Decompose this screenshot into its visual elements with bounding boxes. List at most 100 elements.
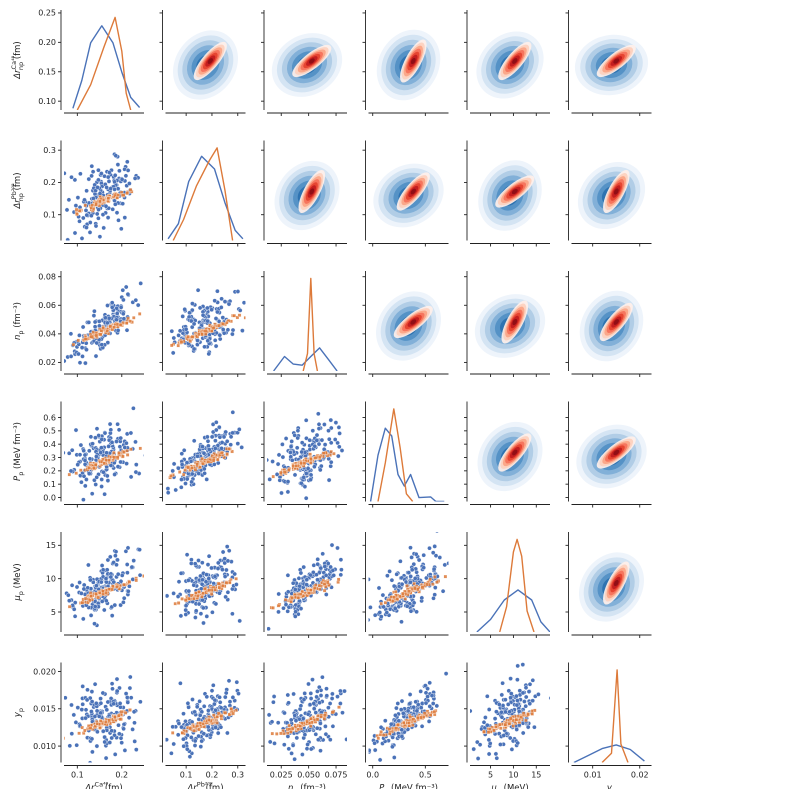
scatter-point-blue bbox=[202, 344, 207, 350]
scatter-point-blue bbox=[310, 677, 315, 682]
scatter-point-orange bbox=[188, 726, 193, 731]
scatter-point-blue bbox=[191, 346, 197, 352]
scatter-point-blue bbox=[68, 468, 74, 474]
scatter-point-blue bbox=[122, 215, 128, 220]
scatter-point-orange bbox=[115, 455, 120, 460]
scatter-point-orange bbox=[83, 203, 87, 208]
scatter-point-blue bbox=[128, 474, 134, 480]
kde-line-blue bbox=[476, 589, 550, 632]
scatter-point-blue bbox=[86, 176, 92, 182]
scatter-point-blue bbox=[483, 715, 488, 720]
scatter-point-orange bbox=[279, 470, 283, 475]
scatter-point-blue bbox=[523, 703, 529, 709]
axis-label-superscript: Ca⁴⁸ bbox=[95, 781, 109, 789]
scatter-point-blue bbox=[239, 445, 244, 450]
scatter-point-orange bbox=[290, 596, 294, 600]
scatter-point-blue bbox=[304, 746, 310, 752]
scatter-point-blue bbox=[308, 696, 314, 701]
scatter-point-blue bbox=[104, 450, 109, 456]
axis-label-subscript: np bbox=[17, 193, 25, 201]
scatter-point-blue bbox=[494, 755, 500, 761]
scatter-point-blue bbox=[202, 470, 207, 476]
density-contour-red bbox=[613, 449, 620, 456]
scatter-point-blue bbox=[93, 482, 98, 487]
scatter-point-blue bbox=[89, 173, 94, 179]
scatter-point-blue bbox=[256, 705, 260, 709]
y-tick-label: 0.010 bbox=[33, 742, 56, 751]
scatter-point-orange bbox=[83, 728, 87, 733]
scatter-point-blue bbox=[193, 608, 199, 614]
scatter-point-orange bbox=[317, 583, 322, 588]
scatter-point-blue bbox=[205, 724, 211, 730]
scatter-point-blue bbox=[127, 181, 132, 186]
scatter-point-orange bbox=[217, 323, 221, 328]
scatter-point-blue bbox=[83, 208, 89, 213]
scatter-point-orange bbox=[83, 596, 88, 601]
density-contour-red bbox=[511, 188, 518, 195]
scatter-point-blue bbox=[133, 469, 139, 475]
scatter-point-blue bbox=[89, 163, 95, 169]
scatter-point-orange bbox=[521, 711, 526, 716]
scatter-point-blue bbox=[204, 572, 209, 577]
scatter-point-blue bbox=[426, 719, 432, 724]
scatter-point-orange bbox=[203, 332, 208, 336]
scatter-point-blue bbox=[190, 697, 195, 702]
scatter-point-blue bbox=[95, 729, 100, 735]
scatter-point-blue bbox=[316, 441, 322, 447]
panel-r1-c1 bbox=[159, 140, 246, 247]
scatter-point-orange bbox=[98, 332, 103, 337]
scatter-point-blue bbox=[89, 699, 95, 704]
scatter-point-blue bbox=[177, 328, 183, 334]
scatter-point-blue bbox=[88, 434, 94, 440]
scatter-point-orange bbox=[183, 468, 187, 472]
axis-label-subscript: p bbox=[17, 708, 25, 712]
panel-r4-c1 bbox=[159, 532, 246, 638]
scatter-point-blue bbox=[106, 179, 112, 184]
scatter-point-blue bbox=[275, 461, 281, 467]
scatter-point-blue bbox=[427, 704, 433, 709]
scatter-point-orange bbox=[425, 582, 429, 587]
scatter-point-blue bbox=[198, 611, 204, 617]
axis-label-subscript: np bbox=[17, 62, 25, 70]
scatter-point-blue bbox=[419, 724, 425, 729]
scatter-point-blue bbox=[205, 318, 210, 324]
scatter-point-blue bbox=[315, 577, 320, 583]
scatter-point-orange bbox=[123, 711, 128, 715]
scatter-point-blue bbox=[267, 739, 273, 745]
scatter-point-blue bbox=[131, 558, 136, 563]
scatter-point-blue bbox=[123, 284, 129, 290]
scatter-point-blue bbox=[318, 693, 324, 698]
scatter-point-blue bbox=[311, 701, 317, 706]
scatter-point-orange bbox=[93, 462, 98, 467]
scatter-point-blue bbox=[292, 756, 297, 762]
scatter-point-blue bbox=[527, 701, 533, 707]
scatter-point-blue bbox=[237, 618, 242, 624]
scatter-point-blue bbox=[408, 580, 413, 585]
scatter-point-blue bbox=[171, 335, 177, 341]
scatter-point-blue bbox=[338, 701, 343, 706]
scatter-point-blue bbox=[119, 226, 124, 232]
scatter-point-blue bbox=[99, 437, 105, 442]
scatter-point-orange bbox=[234, 577, 238, 581]
scatter-point-blue bbox=[102, 491, 107, 497]
scatter-point-blue bbox=[226, 301, 232, 307]
scatter-point-blue bbox=[316, 421, 322, 427]
scatter-point-orange bbox=[235, 315, 240, 320]
scatter-point-blue bbox=[308, 746, 314, 752]
scatter-point-blue bbox=[452, 676, 456, 680]
scatter-point-orange bbox=[67, 604, 72, 609]
y-tick-label: 0.15 bbox=[38, 68, 56, 77]
scatter-point-blue bbox=[81, 448, 86, 454]
x-tick-label: 0.025 bbox=[270, 771, 293, 780]
y-tick-label: 0.020 bbox=[33, 667, 56, 676]
scatter-point-blue bbox=[64, 358, 67, 364]
scatter-point-blue bbox=[335, 545, 340, 551]
scatter-point-blue bbox=[275, 720, 281, 726]
scatter-point-blue bbox=[276, 452, 282, 458]
scatter-point-blue bbox=[224, 438, 230, 444]
scatter-point-blue bbox=[111, 701, 116, 707]
scatter-point-blue bbox=[507, 709, 513, 715]
scatter-point-blue bbox=[372, 747, 378, 753]
scatter-point-blue bbox=[93, 223, 99, 229]
scatter-point-orange bbox=[315, 717, 320, 722]
